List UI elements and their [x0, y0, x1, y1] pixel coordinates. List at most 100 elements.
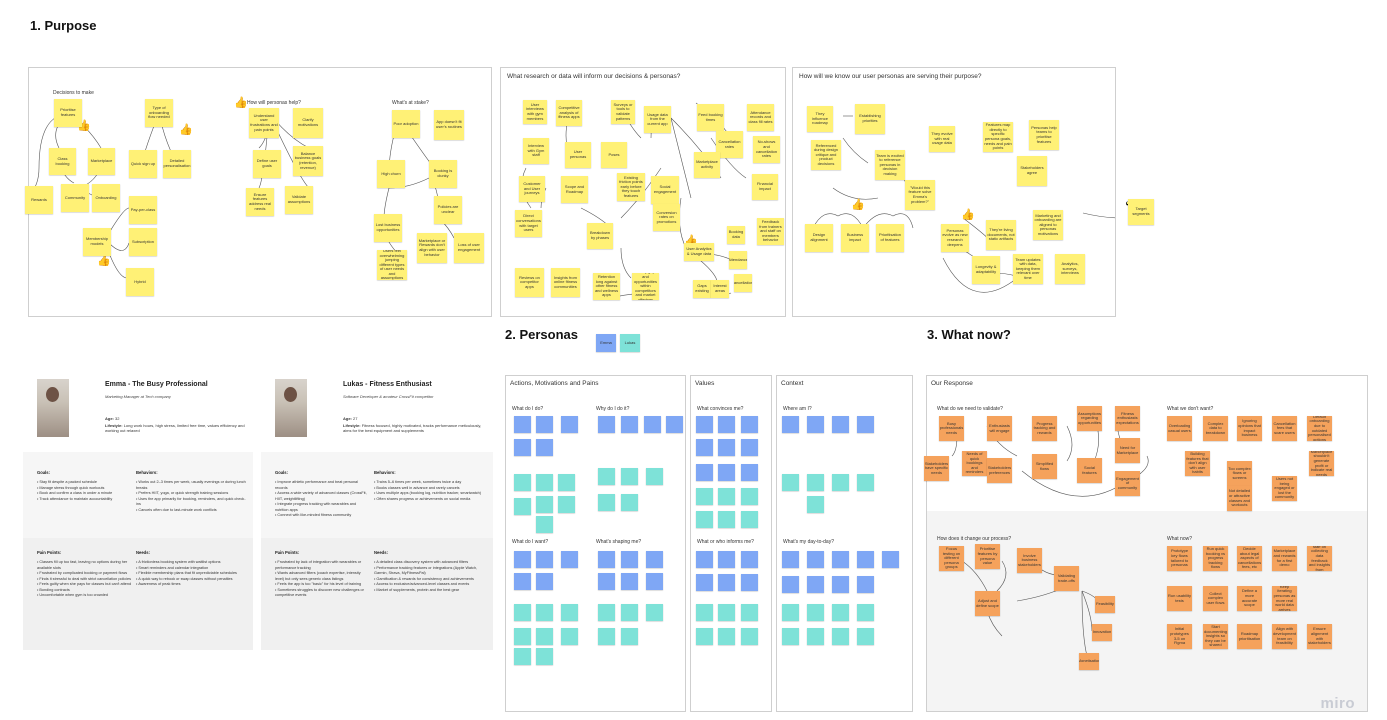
sticky-note[interactable]: Referenced during design critique and pr…	[811, 140, 841, 170]
context-frame[interactable]: Context Where am I? What's my day-to-day…	[776, 375, 913, 712]
sticky-note[interactable]	[807, 496, 824, 513]
sticky-note[interactable]: Social features	[1077, 458, 1102, 483]
sticky-note[interactable]	[857, 576, 874, 593]
sticky-note[interactable]: Membership models	[83, 228, 111, 256]
sticky-note[interactable]: Validate assumptions	[285, 186, 313, 214]
sticky-note[interactable]: Engagement of community	[1115, 471, 1140, 496]
sticky-note[interactable]: Lost business opportunities	[374, 214, 402, 242]
sticky-note[interactable]: Assumptions regarding opportunities	[1077, 406, 1102, 431]
sticky-note[interactable]: Quick sign up	[129, 150, 157, 178]
sticky-note[interactable]	[644, 416, 661, 433]
sticky-note[interactable]: High churn	[377, 160, 405, 188]
sticky-note[interactable]: Subscription	[129, 228, 157, 256]
sticky-note[interactable]	[718, 439, 735, 456]
sticky-note[interactable]: Stakeholders preferences	[987, 458, 1012, 483]
sticky-note[interactable]	[741, 464, 758, 481]
sticky-note[interactable]	[598, 494, 615, 511]
sticky-note[interactable]: Align with development team on feasibili…	[1272, 624, 1297, 649]
sticky-note[interactable]: Onboarding	[92, 184, 120, 212]
sticky-note[interactable]: Attendance records and class fill rates	[747, 104, 774, 131]
values-frame[interactable]: Values What convinces me? What or who in…	[690, 375, 772, 712]
sticky-note[interactable]	[718, 464, 735, 481]
sticky-note[interactable]	[536, 573, 553, 590]
sticky-note[interactable]	[741, 628, 758, 645]
sticky-note[interactable]: Collect complex user flows	[1203, 586, 1228, 611]
sticky-note[interactable]: Needs of quick bookings and reminders	[962, 451, 987, 476]
sticky-note[interactable]: Features map directly to specific person…	[983, 122, 1013, 152]
sticky-note[interactable]: Direct conversations with target users	[515, 210, 542, 237]
sticky-note[interactable]: Define user goals	[253, 150, 281, 178]
sticky-note[interactable]	[598, 416, 615, 433]
sticky-note[interactable]	[857, 628, 874, 645]
sticky-note[interactable]: Run usability tests	[1167, 586, 1192, 611]
sticky-note[interactable]	[558, 474, 575, 491]
sticky-note[interactable]: They evolve with real usage data	[929, 126, 955, 152]
sticky-note[interactable]: Complex data to breakdown	[1203, 416, 1228, 441]
sticky-note[interactable]: Users feel overwhelming jumping differen…	[377, 250, 407, 280]
sticky-note[interactable]	[621, 416, 638, 433]
sticky-note[interactable]: Feedback from trainers and staff on memb…	[757, 218, 784, 245]
sticky-note[interactable]	[621, 573, 638, 590]
sticky-note[interactable]: Financial impact	[752, 174, 778, 200]
sticky-note[interactable]: Cancellations	[734, 274, 752, 292]
sticky-note[interactable]	[832, 474, 849, 491]
sticky-note[interactable]	[696, 439, 713, 456]
sticky-note[interactable]: Define a more accurate scope	[1237, 586, 1262, 611]
sticky-note[interactable]: They influence roadmap	[807, 106, 833, 132]
sticky-note[interactable]: Cancellation rates	[716, 131, 743, 158]
sticky-note[interactable]	[832, 576, 849, 593]
sticky-note[interactable]	[536, 604, 553, 621]
sticky-note[interactable]	[598, 628, 615, 645]
sticky-note[interactable]	[807, 604, 824, 621]
sticky-note[interactable]	[807, 576, 824, 593]
persona-sticky-emma[interactable]: Emma	[596, 334, 616, 352]
sticky-note[interactable]	[741, 439, 758, 456]
sticky-note[interactable]	[782, 628, 799, 645]
sticky-note[interactable]: Type of onboarding flow needed	[145, 99, 173, 127]
sticky-note[interactable]	[857, 551, 874, 568]
sticky-note[interactable]: Prioritisation of features	[876, 224, 904, 252]
sticky-note[interactable]: Social engagement	[651, 176, 679, 204]
sticky-note[interactable]: Poor adoption	[392, 110, 420, 138]
sticky-note[interactable]: Prioritise features by persona value	[975, 544, 1000, 569]
sticky-note[interactable]	[696, 574, 713, 591]
sticky-note[interactable]: Focus testing on different persona group…	[939, 546, 964, 571]
sticky-note[interactable]	[832, 551, 849, 568]
sticky-note[interactable]	[782, 604, 799, 621]
sticky-note[interactable]: Personas help teams to prioritise featur…	[1029, 120, 1059, 150]
sticky-note[interactable]: Identify gaps and opportunities within c…	[632, 273, 659, 300]
sticky-note[interactable]: Ignoring opinions that impact business	[1237, 416, 1262, 441]
sticky-note[interactable]: Understand user frustrations and pain po…	[249, 108, 279, 138]
sticky-note[interactable]: Booking is clunky	[429, 160, 457, 188]
sticky-note[interactable]: Design alignment	[805, 224, 833, 252]
sticky-note[interactable]: Detailed personalisation	[163, 150, 191, 178]
sticky-note[interactable]	[621, 551, 638, 568]
sticky-note[interactable]	[514, 439, 531, 456]
sticky-note[interactable]: Innovation	[1092, 624, 1112, 641]
sticky-note[interactable]: User Analytics & Usage data	[684, 243, 714, 261]
sticky-note[interactable]: Interview with Gym staff	[523, 138, 549, 164]
sticky-note[interactable]: Booking data	[727, 226, 745, 244]
sticky-note[interactable]: Initial prototypes 3-5 on Figma	[1167, 624, 1192, 649]
purpose-frame[interactable]: Decisions to make How will personas help…	[25, 67, 492, 317]
sticky-note[interactable]: Ensure alignment with stakeholders	[1307, 624, 1332, 649]
sticky-note[interactable]	[832, 416, 849, 433]
sticky-note[interactable]	[514, 648, 531, 665]
sticky-note[interactable]	[561, 628, 578, 645]
sticky-note[interactable]	[514, 551, 531, 568]
sticky-note[interactable]	[718, 488, 735, 505]
sticky-note[interactable]: Users not being engaged or lost the comm…	[1272, 476, 1297, 501]
sticky-note[interactable]	[807, 628, 824, 645]
sticky-note[interactable]	[536, 416, 553, 433]
sticky-note[interactable]: Interest areas	[711, 280, 729, 298]
sticky-note[interactable]: Marketing and onboarding are aligned to …	[1033, 210, 1063, 240]
sticky-note[interactable]: Poses	[601, 142, 627, 168]
sticky-note[interactable]	[646, 573, 663, 590]
sticky-note[interactable]: Conversion rates on promotions	[653, 204, 680, 231]
sticky-note[interactable]: User interviews with gym members	[523, 100, 547, 124]
sticky-note[interactable]	[646, 551, 663, 568]
sticky-note[interactable]	[718, 628, 735, 645]
sticky-note[interactable]: Roadmap prioritisation	[1237, 624, 1262, 649]
sticky-note[interactable]: Retention long against other fitness and…	[593, 273, 620, 300]
sticky-note[interactable]	[857, 416, 874, 433]
